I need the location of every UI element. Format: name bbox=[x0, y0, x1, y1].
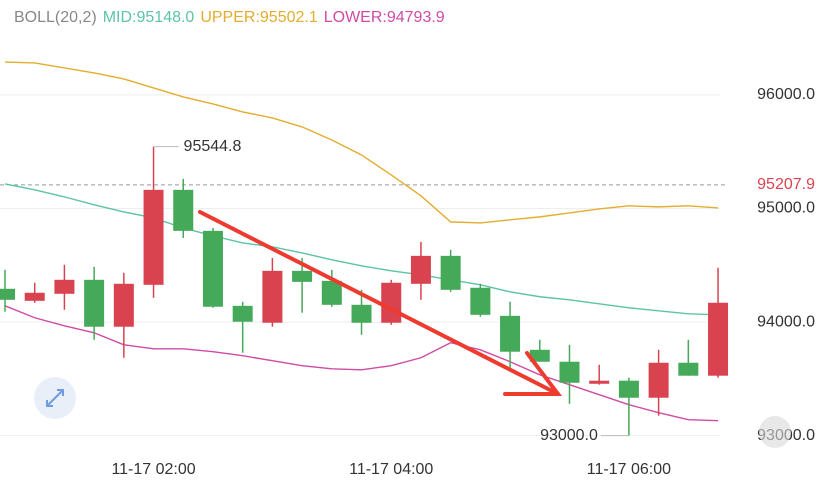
y-tick-label: 96000.0 bbox=[757, 86, 815, 103]
candle-body bbox=[262, 270, 283, 323]
candle-body bbox=[559, 361, 580, 383]
low-label: 93000.0 bbox=[540, 427, 598, 444]
trend-arrow bbox=[198, 210, 563, 396]
boll-line bbox=[4, 183, 719, 316]
indicator-header: BOLL(20,2) MID:95148.0 UPPER:95502.1 LOWER:… bbox=[14, 9, 445, 26]
candle-body bbox=[381, 282, 402, 323]
candle-body bbox=[143, 189, 164, 285]
candle-body bbox=[24, 292, 45, 301]
candle-body bbox=[708, 302, 729, 376]
y-tick-label: 94000.0 bbox=[757, 313, 815, 330]
candle-body bbox=[202, 230, 223, 307]
candle-body bbox=[589, 380, 610, 384]
legend-entry: UPPER:95502.1 bbox=[200, 9, 318, 26]
legend-entry: LOWER:94793.9 bbox=[324, 9, 445, 26]
candle-body bbox=[113, 283, 134, 327]
x-tick-label: 11-17 02:00 bbox=[111, 461, 195, 478]
candle-body bbox=[500, 315, 521, 352]
candle-body bbox=[0, 288, 15, 300]
high-label: 95544.8 bbox=[184, 138, 242, 155]
indicator-name: BOLL(20,2) bbox=[14, 9, 97, 26]
candle-body bbox=[84, 279, 105, 327]
candle-body bbox=[618, 380, 639, 398]
candle-body bbox=[470, 287, 491, 315]
candle-body bbox=[529, 349, 550, 362]
x-tick-label: 11-17 06:00 bbox=[587, 461, 671, 478]
boll-line bbox=[4, 61, 719, 224]
candle-body bbox=[232, 305, 253, 322]
candle-body bbox=[173, 189, 194, 231]
candle-body bbox=[351, 304, 372, 323]
candle-body bbox=[321, 280, 342, 305]
candle-body bbox=[54, 279, 75, 294]
candle-body bbox=[440, 255, 461, 290]
x-tick-label: 11-17 04:00 bbox=[349, 461, 433, 478]
candle-body bbox=[410, 255, 431, 284]
candle-body bbox=[678, 362, 699, 376]
legend-entry: MID:95148.0 bbox=[103, 9, 195, 26]
last-price-label: 95207.9 bbox=[757, 176, 815, 193]
expand-button[interactable] bbox=[34, 377, 76, 419]
scroll-button[interactable] bbox=[759, 416, 791, 448]
candle-body bbox=[292, 270, 313, 282]
candle-body bbox=[648, 362, 669, 398]
y-tick-label: 95000.0 bbox=[757, 200, 815, 217]
plot: 93000.0 94000.0 95000.0 96000.0 11-17 02:00 1… bbox=[0, 9, 815, 478]
